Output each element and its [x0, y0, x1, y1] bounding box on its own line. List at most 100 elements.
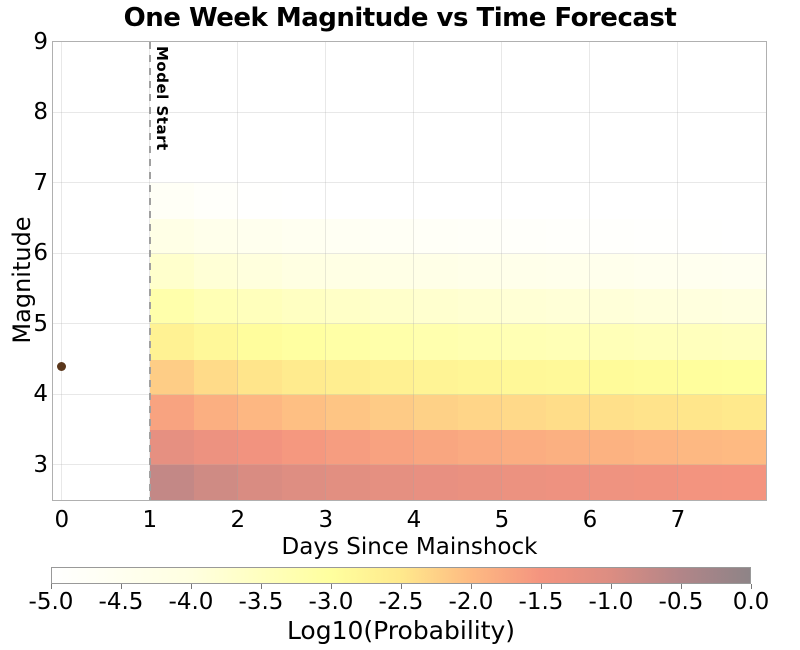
heatmap-cell	[281, 253, 327, 290]
colorbar-tick	[610, 584, 612, 589]
heatmap-cell	[589, 323, 635, 360]
heatmap-cell	[149, 182, 195, 219]
heatmap-cell	[545, 429, 591, 466]
gridline-h	[53, 182, 766, 184]
heatmap-cell	[237, 288, 283, 325]
heatmap-cell	[633, 394, 679, 431]
heatmap-cell	[325, 359, 371, 395]
heatmap-cell	[193, 429, 239, 466]
gridline-v	[677, 42, 679, 500]
heatmap-cell	[589, 288, 635, 325]
colorbar-tick-label: -5.0	[28, 589, 74, 615]
heatmap-cell	[545, 464, 591, 501]
mainshock-dot	[57, 361, 67, 371]
heatmap-cell	[545, 394, 591, 431]
heatmap-cell	[193, 464, 239, 501]
heatmap-cell	[325, 253, 371, 290]
heatmap-cell	[457, 182, 503, 219]
heatmap-cell	[633, 323, 679, 360]
colorbar-tick	[260, 584, 262, 589]
y-tick-label: 3	[33, 451, 48, 478]
heatmap-cell	[633, 288, 679, 325]
gridline-h	[53, 323, 766, 325]
heatmap-cell	[413, 218, 459, 254]
heatmap-cell	[501, 218, 547, 254]
heatmap-cell	[413, 182, 459, 219]
colorbar-tick	[330, 584, 332, 589]
x-tick-label: 2	[230, 507, 246, 533]
colorbar-tick-label: -1.0	[588, 589, 634, 615]
heatmap-cell	[193, 182, 239, 219]
heatmap-cell	[677, 253, 723, 290]
heatmap-cell	[281, 394, 327, 431]
heatmap-cell	[589, 253, 635, 290]
heatmap-cell	[413, 323, 459, 360]
heatmap-cell	[413, 394, 459, 431]
heatmap-cell	[677, 288, 723, 325]
x-tick-label: 5	[494, 507, 510, 533]
heatmap-cell	[589, 464, 635, 501]
gridline-v	[413, 42, 415, 500]
heatmap-cell	[413, 288, 459, 325]
heatmap-cell	[281, 218, 327, 254]
heatmap-cell	[325, 218, 371, 254]
heatmap-cell	[457, 359, 503, 395]
heatmap-cell	[633, 429, 679, 466]
heatmap-cell	[721, 323, 767, 360]
heatmap-cell	[369, 182, 415, 219]
colorbar-tick-label: -2.5	[378, 589, 424, 615]
heatmap-cell	[545, 218, 591, 254]
heatmap-cell	[369, 429, 415, 466]
heatmap-cell	[325, 323, 371, 360]
heatmap-cell	[325, 182, 371, 219]
colorbar-tick-label: -3.0	[308, 589, 354, 615]
gridline-h	[53, 393, 766, 395]
heatmap-cell	[457, 253, 503, 290]
heatmap-cell	[413, 464, 459, 501]
heatmap-cell	[501, 394, 547, 431]
model-start-label: Model Start	[153, 46, 171, 151]
heatmap-cell	[501, 288, 547, 325]
heatmap-cell	[369, 323, 415, 360]
colorbar-tick-label: -4.5	[98, 589, 144, 615]
heatmap-cell	[721, 182, 767, 219]
y-tick-label: 8	[33, 99, 48, 126]
heatmap-cell	[501, 464, 547, 501]
heatmap-cell	[193, 253, 239, 290]
heatmap-cell	[369, 288, 415, 325]
heatmap-cell	[501, 182, 547, 219]
heatmap-cell	[325, 464, 371, 501]
heatmap-cell	[545, 359, 591, 395]
heatmap-cell	[589, 218, 635, 254]
heatmap-cell	[545, 288, 591, 325]
colorbar-tick	[400, 584, 402, 589]
gridline-v	[237, 42, 239, 500]
heatmap-cell	[149, 253, 195, 290]
x-tick-label: 1	[142, 507, 158, 533]
x-tick-label: 3	[318, 507, 334, 533]
heatmap-cell	[413, 359, 459, 395]
x-tick-label: 6	[582, 507, 598, 533]
heatmap-cell	[457, 323, 503, 360]
heatmap-cell	[545, 253, 591, 290]
heatmap-cell	[677, 429, 723, 466]
heatmap-cell	[149, 323, 195, 360]
heatmap-cell	[281, 464, 327, 501]
heatmap-cell	[457, 218, 503, 254]
heatmap-cell	[369, 464, 415, 501]
heatmap-cell	[457, 464, 503, 501]
heatmap-cell	[545, 182, 591, 219]
chart-title: One Week Magnitude vs Time Forecast	[123, 3, 677, 33]
heatmap-cell	[677, 359, 723, 395]
heatmap-cell	[369, 253, 415, 290]
gridline-v	[325, 42, 327, 500]
heatmap-cell	[149, 394, 195, 431]
heatmap-cell	[413, 429, 459, 466]
heatmap-cell	[633, 218, 679, 254]
heatmap-cell	[721, 429, 767, 466]
heatmap-cell	[633, 253, 679, 290]
heatmap-cell	[237, 253, 283, 290]
heatmap-cell	[677, 464, 723, 501]
heatmap-cell	[677, 218, 723, 254]
colorbar-tick	[680, 584, 682, 589]
